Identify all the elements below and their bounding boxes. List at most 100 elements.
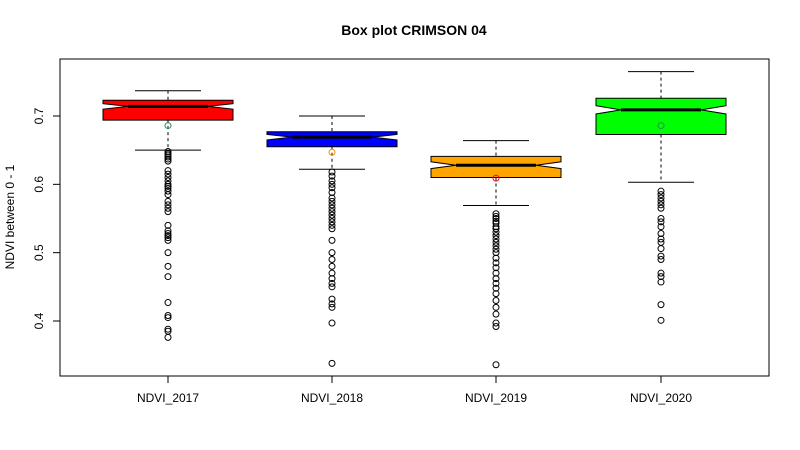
outlier-point	[164, 262, 172, 270]
outlier-point	[164, 182, 172, 190]
outlier-point	[492, 249, 500, 257]
outlier-point	[164, 333, 172, 341]
outlier-point	[164, 204, 172, 212]
y-axis-label: NDVI between 0 - 1	[3, 164, 17, 269]
x-tick-label: NDVI_2019	[465, 391, 527, 405]
box-body	[266, 131, 398, 148]
box-ndvi-2017	[102, 90, 234, 341]
outlier-point	[164, 180, 172, 188]
outlier-point	[328, 300, 336, 308]
outlier-point	[328, 283, 336, 291]
outlier-point	[657, 215, 665, 222]
outlier-point	[657, 273, 665, 281]
outlier-point	[328, 180, 336, 188]
outlier-point	[492, 290, 500, 298]
box-ndvi-2018	[266, 115, 398, 367]
outlier-point	[492, 235, 500, 243]
y-tick-label: 0.7	[32, 107, 46, 124]
mean-point	[328, 148, 336, 156]
outlier-point	[328, 184, 336, 192]
outlier-point	[164, 232, 172, 240]
outlier-point	[492, 212, 500, 220]
outlier-point	[164, 208, 172, 216]
box-ndvi-2019	[430, 140, 562, 369]
outlier-point	[492, 228, 500, 236]
outlier-point	[328, 215, 336, 222]
outlier-point	[164, 299, 172, 307]
outlier-point	[492, 238, 500, 246]
outlier-point	[492, 310, 500, 318]
outlier-point	[164, 157, 172, 165]
outlier-point	[164, 191, 172, 199]
outlier-point	[657, 235, 665, 243]
y-tick-label: 0.6	[32, 176, 46, 193]
outlier-point	[492, 284, 500, 292]
outlier-point	[328, 269, 336, 277]
outlier-point	[328, 303, 336, 311]
outlier-point	[657, 230, 665, 238]
outlier-point	[328, 249, 336, 257]
outlier-point	[492, 275, 500, 283]
box-series	[102, 71, 727, 369]
outlier-point	[492, 210, 500, 218]
outlier-point	[492, 303, 500, 311]
outlier-point	[657, 187, 665, 195]
outlier-point	[164, 153, 172, 161]
outlier-point	[657, 194, 665, 202]
x-tick-label: NDVI_2018	[301, 391, 363, 405]
outlier-point	[164, 314, 172, 322]
box-ndvi-2020	[595, 71, 727, 324]
plot-frame	[59, 58, 770, 377]
outlier-point	[657, 256, 665, 263]
outlier-point	[492, 223, 500, 231]
outlier-point	[657, 252, 665, 260]
outlier-point	[164, 170, 172, 178]
outlier-point	[657, 197, 665, 205]
outlier-point	[328, 262, 336, 270]
box-body	[430, 155, 562, 178]
outlier-point	[492, 242, 500, 250]
outlier-point	[328, 194, 336, 202]
outlier-point	[657, 316, 665, 324]
outlier-point	[328, 275, 336, 283]
y-tick-label: 0.4	[32, 312, 46, 329]
outlier-point	[164, 177, 172, 185]
outlier-point	[328, 279, 336, 287]
outlier-point	[328, 359, 336, 367]
outlier-point	[492, 225, 500, 233]
outlier-point	[164, 174, 172, 181]
outlier-point	[328, 177, 336, 185]
outlier-point	[328, 225, 336, 233]
outlier-point	[164, 201, 172, 209]
outlier-point	[164, 221, 172, 229]
outlier-point	[328, 168, 336, 176]
outlier-point	[328, 201, 336, 209]
outlier-point	[657, 278, 665, 286]
outlier-point	[164, 312, 172, 320]
outlier-point	[492, 319, 500, 327]
outlier-point	[492, 322, 500, 330]
outlier-point	[164, 197, 172, 205]
outlier-point	[328, 211, 336, 219]
outlier-point	[328, 204, 336, 212]
outlier-point	[164, 187, 172, 195]
box-body	[102, 99, 234, 121]
outlier-point	[328, 172, 336, 180]
outlier-point	[492, 219, 500, 227]
y-axis: 0.4 0.5 0.6 0.7	[32, 107, 60, 329]
outlier-point	[328, 236, 336, 244]
outlier-point	[657, 204, 665, 212]
outlier-point	[492, 245, 500, 253]
outlier-point	[492, 269, 500, 277]
outlier-point	[492, 264, 500, 272]
outlier-point	[657, 245, 665, 253]
outlier-point	[164, 148, 172, 156]
outlier-point	[657, 218, 665, 226]
outlier-point	[164, 155, 172, 163]
mean-point	[657, 122, 665, 130]
outlier-point	[328, 189, 336, 197]
outlier-point	[657, 301, 665, 309]
outlier-point	[328, 197, 336, 205]
outlier-point	[657, 223, 665, 231]
